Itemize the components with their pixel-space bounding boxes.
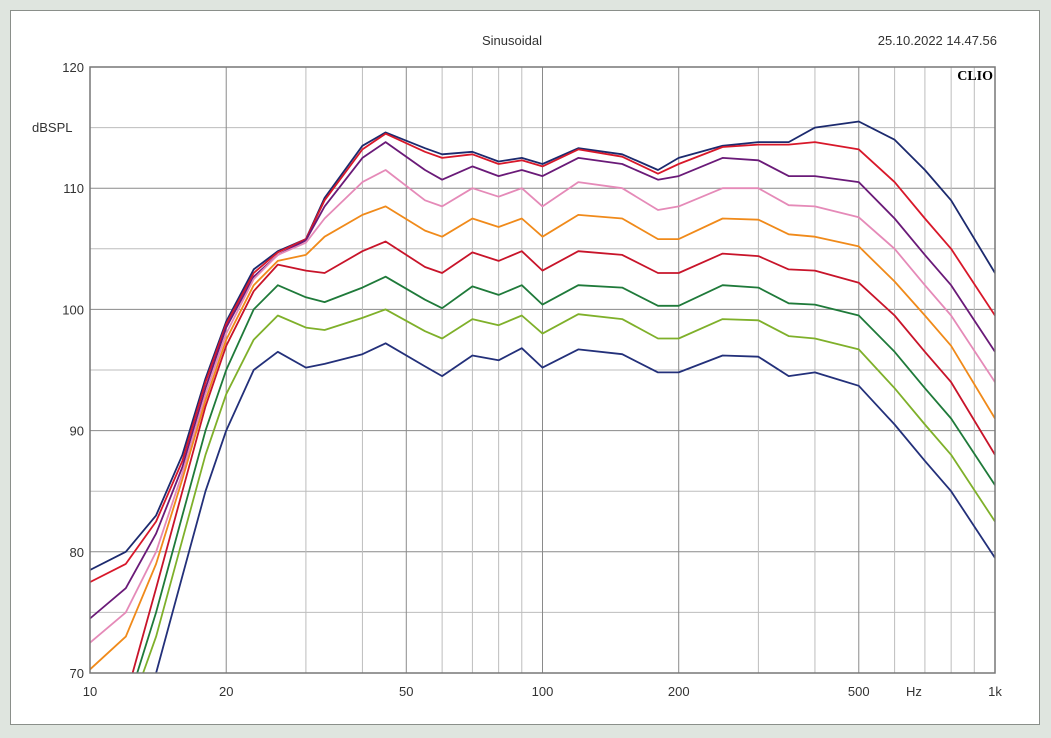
y-tick-label: 90 <box>70 424 84 439</box>
y-tick-label: 70 <box>70 666 84 681</box>
x-tick-label: 10 <box>83 684 97 699</box>
x-axis-unit: Hz <box>906 684 922 699</box>
axis-labels: 70 80 90 100 110 120 10 20 50 100 200 500 1k <box>62 60 1002 699</box>
y-tick-label: 120 <box>62 60 84 75</box>
x-tick-label: 100 <box>532 684 554 699</box>
chart-title: Sinusoidal <box>482 33 542 48</box>
series-line-3 <box>90 141 995 620</box>
series-line-7 <box>136 275 995 673</box>
x-tick-label: 20 <box>219 684 233 699</box>
x-tick-label: 500 <box>848 684 870 699</box>
series-line-2 <box>90 132 995 583</box>
plot-frame <box>89 66 996 674</box>
clio-logo: CLIO <box>957 69 993 84</box>
y-tick-label: 110 <box>63 181 84 196</box>
series-line-8 <box>142 308 995 673</box>
series-line-4 <box>90 169 995 644</box>
timestamp: 25.10.2022 14.47.56 <box>878 33 997 48</box>
series-line-9 <box>155 342 995 673</box>
series-line-6 <box>131 240 995 673</box>
y-axis-label: dBSPL <box>32 120 72 135</box>
series-line-1 <box>90 120 995 571</box>
x-tick-label: 1k <box>988 684 1002 699</box>
x-tick-label: 200 <box>668 684 690 699</box>
y-tick-label: 80 <box>70 545 84 560</box>
x-tick-label: 50 <box>399 684 413 699</box>
series-line-5 <box>90 205 995 671</box>
y-tick-label: 100 <box>62 302 84 317</box>
chart-panel <box>10 10 1040 725</box>
curves <box>90 120 995 673</box>
